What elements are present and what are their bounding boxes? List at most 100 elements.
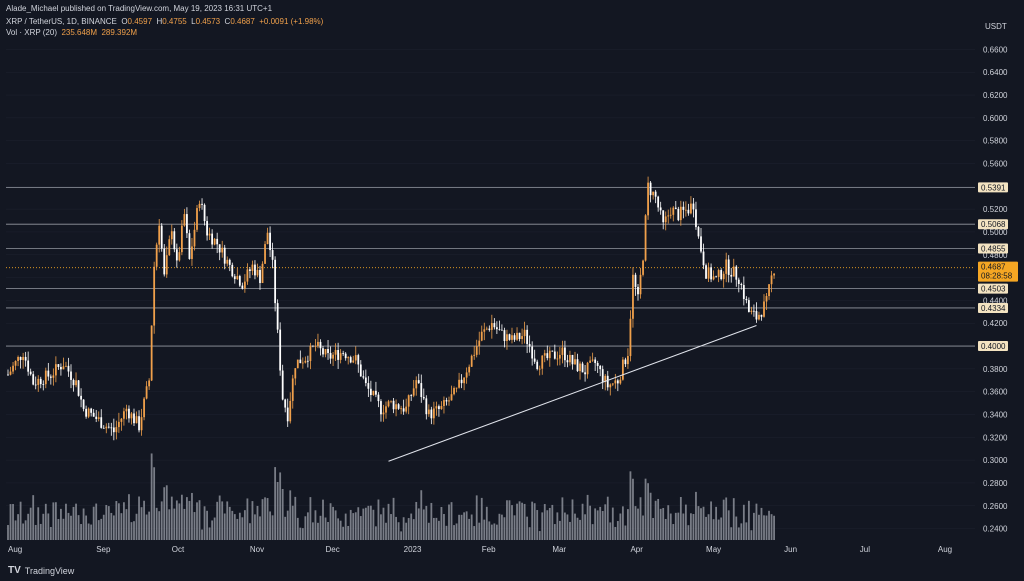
price-tick-label: 0.2600: [983, 502, 1008, 511]
candle-body: [286, 407, 289, 422]
candle-body: [163, 248, 166, 275]
volume-bars: [7, 453, 775, 540]
level-badge-label: 0.4334: [981, 304, 1006, 313]
volume-bar: [259, 516, 261, 540]
volume-bar: [362, 508, 365, 540]
candle-body: [165, 255, 168, 275]
volume-bar: [317, 522, 319, 540]
candle-body: [92, 412, 95, 417]
volume-bar: [732, 498, 735, 540]
volume-bar: [440, 507, 443, 540]
level-badge: [978, 341, 1008, 352]
volume-bar: [763, 515, 765, 540]
candle-body: [647, 182, 649, 216]
volume-bar: [445, 525, 448, 540]
volume-bar: [669, 513, 672, 540]
candle-body: [594, 359, 597, 363]
time-tick-label: Sep: [96, 545, 111, 554]
volume-bar: [558, 520, 561, 540]
open-label: O: [121, 17, 128, 26]
volume-bar: [586, 494, 589, 540]
volume-bar: [435, 517, 438, 540]
volume-bar: [591, 524, 594, 540]
candle-body: [128, 408, 130, 419]
volume-bar: [173, 508, 176, 540]
candle-body: [521, 336, 523, 339]
volume-bar: [511, 505, 513, 540]
candle-body: [385, 406, 387, 413]
currency-label[interactable]: USDT: [985, 22, 1007, 31]
candle-body: [191, 246, 193, 259]
volume-bar: [768, 510, 770, 540]
volume-bar: [367, 505, 370, 540]
volume-bar: [249, 523, 251, 540]
candle-body: [198, 203, 201, 209]
volume-bar: [128, 494, 130, 540]
candle-body: [299, 359, 302, 364]
volume-bar: [208, 527, 211, 540]
countdown-label: 08:28:58: [981, 272, 1013, 281]
volume-bar: [332, 506, 334, 540]
volume-bar: [377, 499, 380, 540]
volume-bar: [145, 514, 148, 540]
volume-bar: [503, 517, 506, 540]
volume-bar: [155, 507, 158, 540]
candle-body: [170, 231, 173, 240]
volume-bar: [566, 514, 569, 540]
candle-body: [702, 251, 705, 266]
volume-legend: Vol · XRP (20) 235.648M 289.392M: [6, 28, 137, 37]
candle-body: [438, 406, 440, 410]
volume-bar: [92, 506, 95, 540]
price-tick-label: 0.2400: [983, 525, 1008, 534]
volume-bar: [62, 518, 65, 540]
candle-body: [516, 332, 518, 340]
candle-body: [760, 314, 763, 317]
volume-bar: [65, 503, 67, 540]
volume-bar: [246, 498, 249, 540]
volume-bar: [90, 524, 93, 540]
footer-brand: TV TradingView: [8, 565, 74, 576]
time-tick-label: Aug: [938, 545, 952, 554]
volume-bar: [412, 519, 415, 540]
candle-body: [614, 380, 617, 384]
candle-body: [450, 394, 453, 401]
candle-body: [632, 274, 634, 319]
candle-body: [463, 377, 466, 384]
volume-bar: [463, 512, 466, 540]
volume-bar: [594, 508, 597, 540]
candle-body: [687, 209, 690, 214]
candle-body: [553, 351, 556, 359]
candle-body: [621, 359, 624, 380]
volume-bar: [27, 513, 30, 540]
candle-body: [435, 406, 438, 409]
time-axis[interactable]: Aug Sep Oct Nov Dec 2023 Feb Mar Apr May Jun Jul Aug: [8, 545, 952, 554]
volume-label[interactable]: Vol · XRP (20): [6, 28, 57, 37]
time-tick-label: Apr: [630, 545, 643, 554]
publish-info: Alade_Michael published on TradingView.c…: [6, 4, 273, 13]
volume-bar: [261, 499, 264, 540]
candle-body: [218, 244, 221, 253]
volume-bar: [231, 510, 234, 540]
candle-body: [453, 388, 455, 395]
candle-body: [223, 247, 226, 264]
candle-body: [208, 233, 211, 236]
volume-bar: [627, 509, 629, 540]
open-value: 0.4597: [127, 17, 153, 26]
volume-bar: [707, 514, 710, 540]
high-value: 0.4755: [162, 17, 187, 26]
candle-body: [397, 404, 400, 409]
candle-body: [238, 276, 241, 286]
volume-bar: [160, 501, 163, 540]
symbol-name[interactable]: XRP / TetherUS, 1D, BINANCE: [6, 17, 117, 26]
candle-body: [70, 371, 72, 380]
volume-bar: [448, 504, 450, 540]
volume-bar: [95, 503, 98, 540]
candle-body: [249, 269, 251, 271]
volume-bar: [337, 518, 340, 540]
candle-body: [470, 355, 473, 367]
volume-bar: [415, 501, 418, 540]
candle-body: [533, 358, 536, 362]
volume-ma-value: 289.392M: [101, 28, 138, 37]
candle-body: [488, 328, 491, 330]
